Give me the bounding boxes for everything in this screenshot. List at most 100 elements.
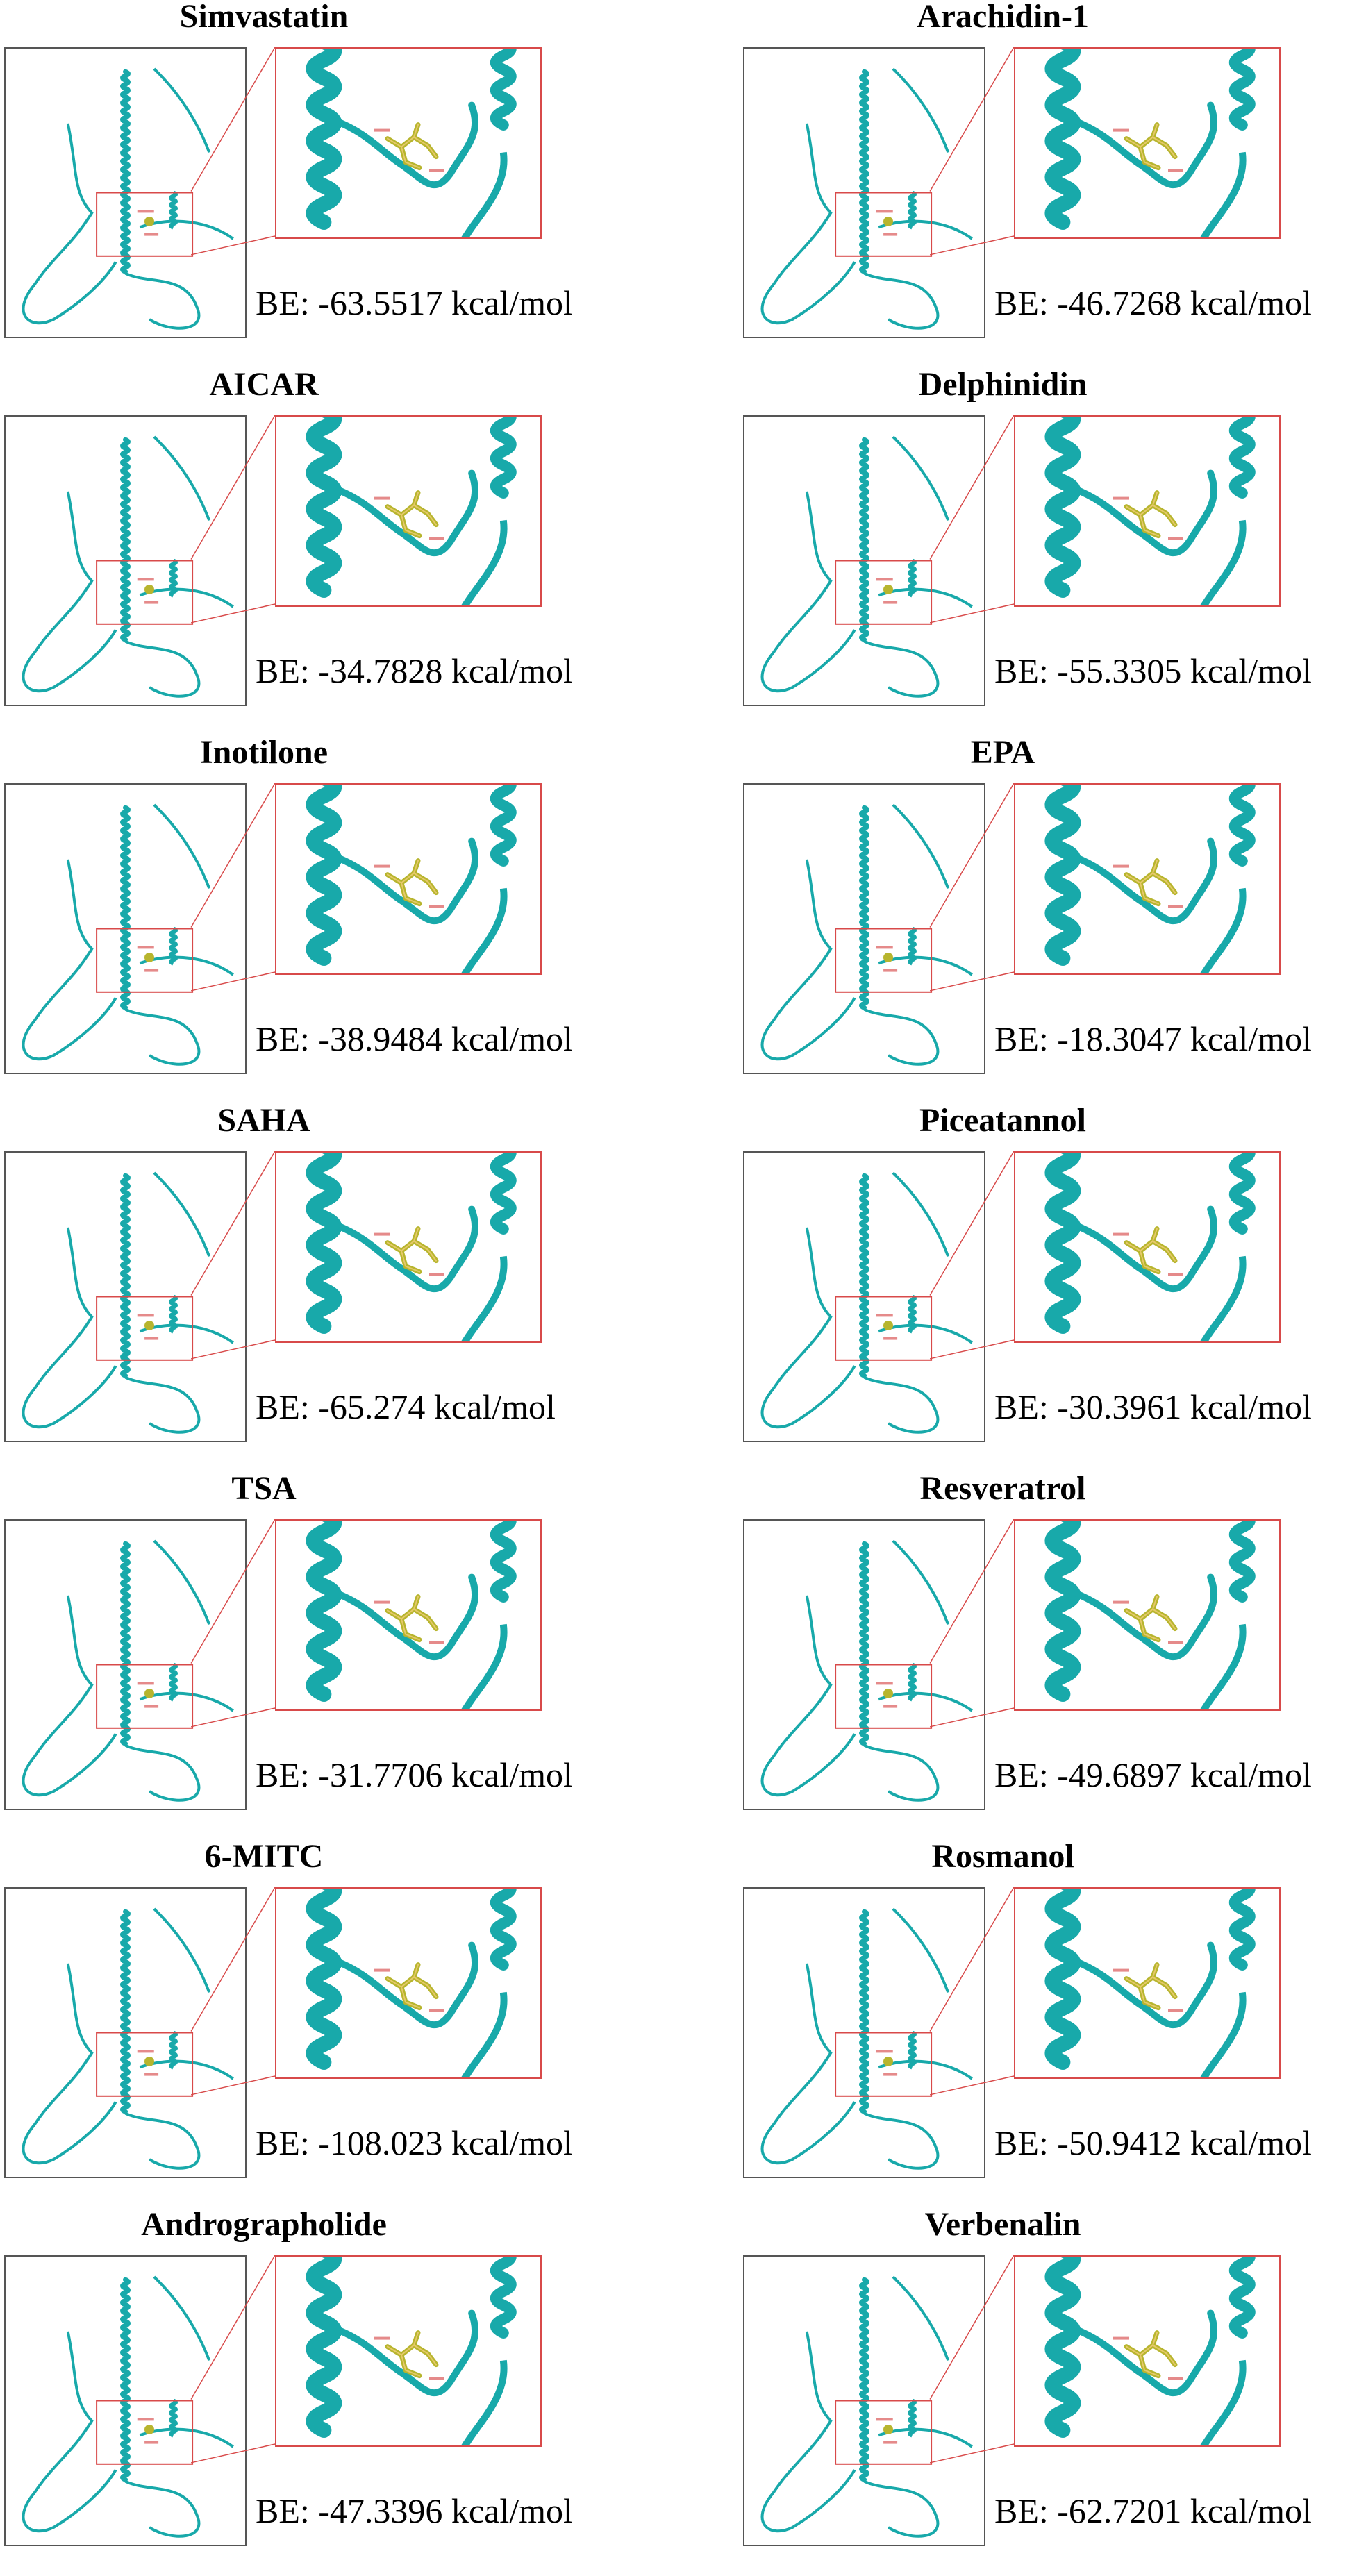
- coil-bottom: [863, 1007, 940, 1066]
- binding-site-zoom: [1014, 2255, 1281, 2447]
- zoom-coil: [1069, 2309, 1217, 2397]
- coil-left-loop: [22, 2331, 117, 2533]
- selection-box: [835, 560, 933, 625]
- zoom-helix-right: [490, 1889, 517, 1971]
- protein-overview-structure: [22, 435, 234, 698]
- binding-site-structure: [306, 1153, 517, 1341]
- zoom-coil: [331, 837, 478, 925]
- residue-label-mini: [883, 1337, 898, 1340]
- coil-right: [139, 2427, 234, 2448]
- zoom-coil-tail: [1199, 2359, 1247, 2445]
- coil-right: [878, 2427, 973, 2448]
- selection-box: [835, 1664, 933, 1729]
- binding-energy: BE: -49.6897 kcal/mol: [994, 1755, 1312, 1794]
- residue-label-mini: [883, 2073, 898, 2076]
- residue-label: [374, 1968, 390, 1972]
- main-helix: [120, 437, 131, 642]
- coil-left-loop: [760, 1963, 856, 2165]
- residue-label: [429, 2377, 444, 2380]
- coil-bottom: [863, 271, 940, 330]
- protein-overview-structure: [760, 1907, 973, 2170]
- binding-site-zoom: [275, 1151, 542, 1343]
- binding-energy: BE: -63.5517 kcal/mol: [256, 283, 573, 322]
- coil-top-right: [153, 1907, 211, 1993]
- selection-box: [96, 560, 194, 625]
- zoom-coil: [1069, 1941, 1217, 2029]
- selection-box: [835, 192, 933, 257]
- residue-label-mini: [876, 2050, 893, 2053]
- residue-label: [1168, 2009, 1183, 2012]
- short-helix: [169, 190, 178, 230]
- ligand-highlight: [387, 1964, 437, 2009]
- binding-site-structure: [306, 417, 517, 605]
- zoom-helix-right: [490, 785, 517, 867]
- binding-site-structure: [1044, 1521, 1256, 1709]
- residue-label: [429, 169, 444, 172]
- binding-site-zoom: [1014, 1519, 1281, 1711]
- zoom-helix-right: [490, 417, 517, 499]
- protein-overview-structure: [22, 803, 234, 1066]
- zoom-coil: [331, 101, 478, 189]
- residue-label-mini: [144, 969, 159, 972]
- ligand-mini: [144, 1689, 154, 1698]
- protein-overview-structure: [760, 67, 973, 330]
- coil-right: [139, 1691, 234, 1712]
- binding-site-structure: [1044, 49, 1256, 237]
- coil-right: [878, 1323, 973, 1344]
- protein-overview-structure: [760, 1539, 973, 1802]
- short-helix: [169, 2030, 178, 2070]
- zoom-helix-right: [1229, 49, 1256, 131]
- selection-box: [96, 192, 194, 257]
- main-helix: [120, 1909, 131, 2114]
- binding-site-structure: [1044, 417, 1256, 605]
- coil-top-right: [892, 2275, 950, 2361]
- selection-box: [96, 1664, 194, 1729]
- protein-overview: [743, 415, 985, 706]
- coil-left-loop: [760, 1227, 856, 1429]
- zoom-coil: [331, 469, 478, 557]
- short-helix: [908, 1662, 917, 1702]
- compound-name: Verbenalin: [924, 2206, 1081, 2243]
- selection-box: [96, 1296, 194, 1361]
- protein-overview-structure: [760, 435, 973, 698]
- binding-site-zoom: [275, 783, 542, 975]
- compound-name: TSA: [231, 1470, 297, 1507]
- coil-top-right: [153, 803, 211, 889]
- binding-site-zoom: [275, 1887, 542, 2079]
- protein-overview: [743, 2255, 985, 2546]
- compound-name: Resveratrol: [919, 1470, 1086, 1507]
- residue-label-mini: [144, 1705, 159, 1708]
- binding-energy: BE: -34.7828 kcal/mol: [256, 651, 573, 690]
- residue-label-mini: [137, 578, 154, 581]
- short-helix: [908, 558, 917, 598]
- protein-overview-structure: [760, 2275, 973, 2538]
- zoom-helix-right: [1229, 1153, 1256, 1235]
- residue-label-mini: [883, 233, 898, 236]
- binding-site-structure: [1044, 1889, 1256, 2077]
- binding-site-zoom: [275, 415, 542, 607]
- binding-site-zoom: [275, 2255, 542, 2447]
- compound-name: AICAR: [209, 366, 319, 403]
- main-helix: [120, 1173, 131, 1378]
- coil-top-right: [153, 435, 211, 521]
- coil-bottom: [863, 639, 940, 698]
- coil-bottom: [863, 1743, 940, 1802]
- protein-overview: [4, 1887, 247, 2178]
- binding-energy: BE: -108.023 kcal/mol: [256, 2123, 573, 2162]
- main-helix: [859, 1541, 869, 1746]
- coil-bottom: [863, 2111, 940, 2170]
- protein-overview-structure: [22, 1171, 234, 1434]
- residue-label: [374, 496, 390, 500]
- coil-bottom: [124, 2111, 201, 2170]
- residue-label: [429, 905, 444, 908]
- compound-name: Piceatannol: [919, 1102, 1086, 1139]
- compound-panel: Piceatannol BE: -30.3961 kcal/mol: [739, 1102, 1366, 1472]
- coil-bottom: [863, 2479, 940, 2538]
- protein-overview: [4, 415, 247, 706]
- residue-label: [1113, 128, 1129, 132]
- zoom-coil: [1069, 101, 1217, 189]
- zoom-helix-right: [490, 49, 517, 131]
- binding-site-zoom: [1014, 1151, 1281, 1343]
- residue-label: [1168, 1641, 1183, 1644]
- residue-label: [374, 2336, 390, 2340]
